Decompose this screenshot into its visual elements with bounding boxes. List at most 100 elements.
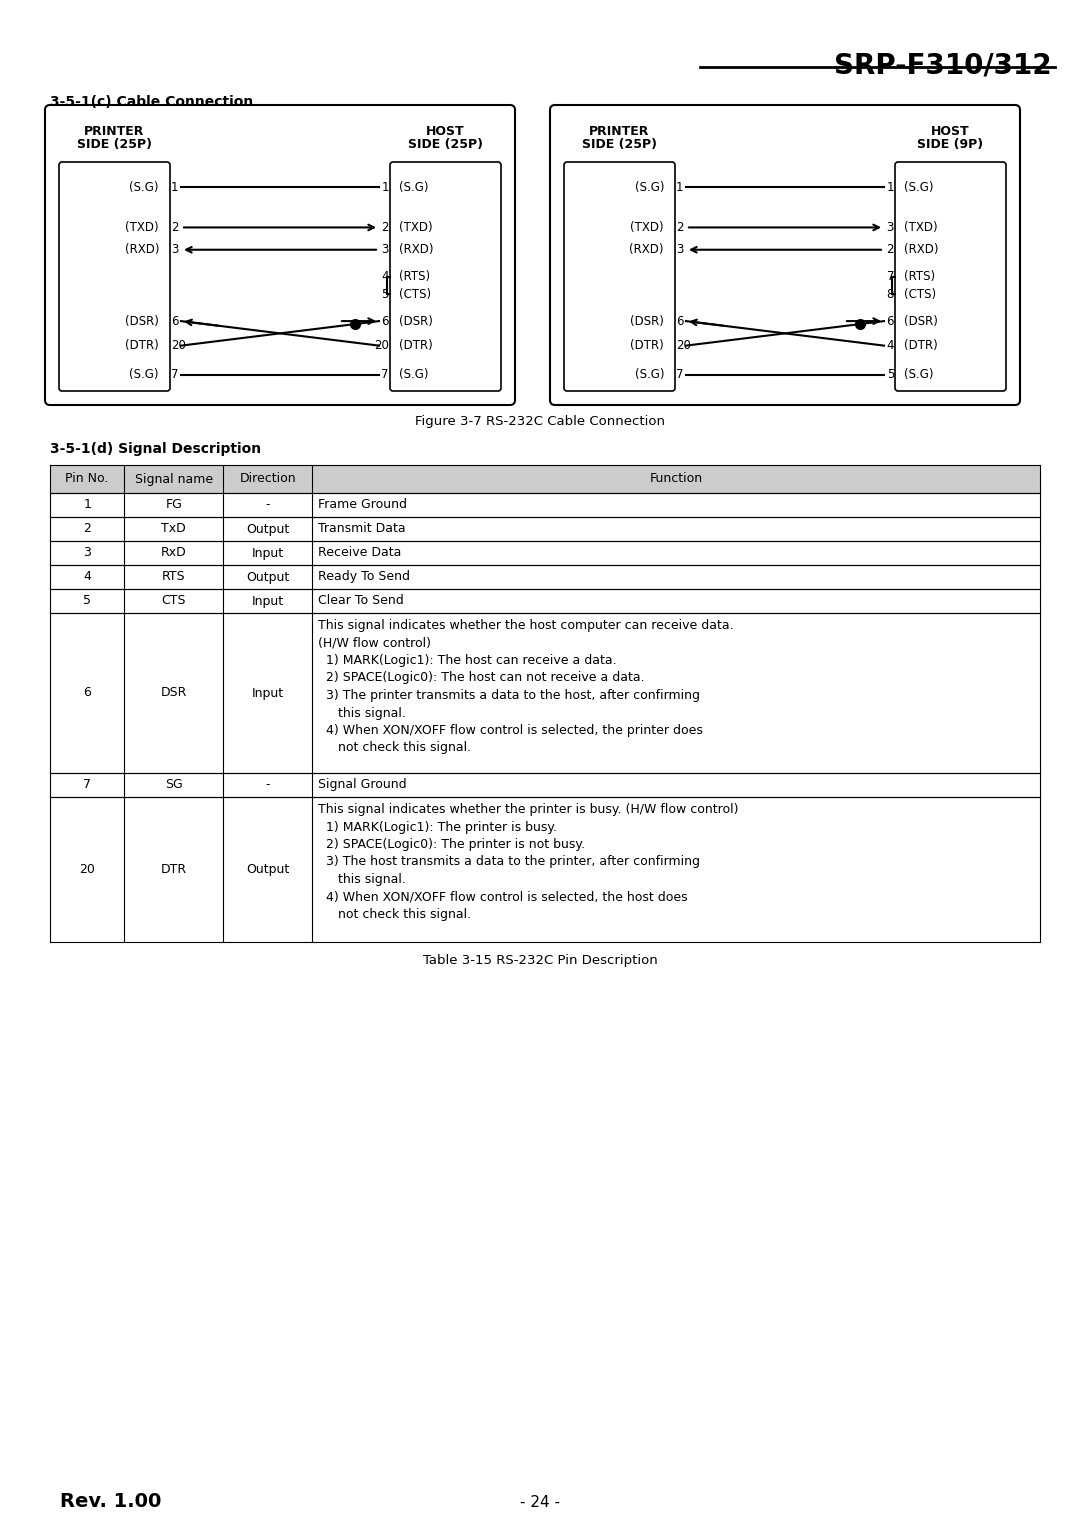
Text: Input: Input [252,594,284,608]
Text: 5: 5 [887,368,894,382]
Text: (S.G): (S.G) [399,180,429,194]
Text: 2: 2 [887,243,894,257]
Text: (H/W flow control): (H/W flow control) [319,637,431,649]
Text: 6: 6 [171,315,178,328]
Text: PRINTER: PRINTER [590,125,650,137]
Text: 1: 1 [381,180,389,194]
Text: (DTR): (DTR) [125,339,159,353]
Text: DTR: DTR [161,863,187,876]
Text: (RXD): (RXD) [124,243,159,257]
Text: 3-5-1(c) Cable Connection: 3-5-1(c) Cable Connection [50,95,253,108]
Text: RTS: RTS [162,571,186,583]
Text: This signal indicates whether the host computer can receive data.: This signal indicates whether the host c… [319,618,734,632]
Text: 6: 6 [83,687,91,699]
Text: (S.G): (S.G) [904,368,933,382]
Text: Direction: Direction [240,472,296,486]
Text: Frame Ground: Frame Ground [319,498,407,512]
Text: (TXD): (TXD) [399,221,433,234]
Text: (RTS): (RTS) [904,270,935,282]
Text: (RTS): (RTS) [399,270,430,282]
FancyBboxPatch shape [59,162,170,391]
Text: Clear To Send: Clear To Send [319,594,404,608]
Text: 20: 20 [676,339,691,353]
Text: (TXD): (TXD) [125,221,159,234]
Text: SG: SG [165,779,183,791]
Text: (DSR): (DSR) [904,315,937,328]
Text: 4: 4 [83,571,91,583]
Text: 2: 2 [381,221,389,234]
Text: DSR: DSR [161,687,187,699]
Text: 4: 4 [381,270,389,282]
Text: (DTR): (DTR) [631,339,664,353]
Text: (DSR): (DSR) [630,315,664,328]
Text: (CTS): (CTS) [904,289,936,301]
Text: HOST: HOST [931,125,970,137]
Text: 2: 2 [171,221,178,234]
Text: Input: Input [252,687,284,699]
Bar [50,466,1040,493]
Text: 6: 6 [887,315,894,328]
Text: (S.G): (S.G) [399,368,429,382]
Text: - 24 -: - 24 - [519,1495,561,1510]
Text: 7: 7 [171,368,178,382]
Text: (RXD): (RXD) [630,243,664,257]
Text: 3) The printer transmits a data to the host, after confirming: 3) The printer transmits a data to the h… [319,689,700,702]
Text: not check this signal.: not check this signal. [319,909,472,921]
Text: -: - [266,498,270,512]
Text: This signal indicates whether the printer is busy. (H/W flow control): This signal indicates whether the printe… [319,803,739,815]
Text: this signal.: this signal. [319,707,406,719]
Text: (DSR): (DSR) [125,315,159,328]
Text: Output: Output [246,522,289,536]
Text: 2: 2 [83,522,91,536]
Text: 3: 3 [381,243,389,257]
Text: SIDE (9P): SIDE (9P) [917,137,984,151]
Text: Input: Input [252,547,284,559]
Text: 4) When XON/XOFF flow control is selected, the host does: 4) When XON/XOFF flow control is selecte… [319,890,688,904]
Text: 7: 7 [381,368,389,382]
Text: 1) MARK(Logic1): The host can receive a data.: 1) MARK(Logic1): The host can receive a … [319,654,617,667]
Text: Output: Output [246,571,289,583]
Text: 8: 8 [887,289,894,301]
Text: 1: 1 [171,180,178,194]
FancyBboxPatch shape [390,162,501,391]
Text: 2) SPACE(Logic0): The host can not receive a data.: 2) SPACE(Logic0): The host can not recei… [319,672,645,684]
Text: (DSR): (DSR) [399,315,433,328]
Text: FG: FG [165,498,183,512]
Text: Pin No.: Pin No. [66,472,109,486]
Text: Signal Ground: Signal Ground [319,777,407,791]
Text: 1: 1 [676,180,684,194]
Text: (S.G): (S.G) [635,368,664,382]
Text: 1: 1 [887,180,894,194]
Text: (CTS): (CTS) [399,289,431,301]
Text: 2) SPACE(Logic0): The printer is not busy.: 2) SPACE(Logic0): The printer is not bus… [319,838,585,851]
Text: (S.G): (S.G) [904,180,933,194]
Text: (S.G): (S.G) [635,180,664,194]
Text: (RXD): (RXD) [399,243,433,257]
Text: not check this signal.: not check this signal. [319,742,472,754]
Text: (TXD): (TXD) [631,221,664,234]
Text: Receive Data: Receive Data [319,547,402,559]
FancyBboxPatch shape [564,162,675,391]
Text: 20: 20 [171,339,186,353]
Text: 7: 7 [887,270,894,282]
Text: RxD: RxD [161,547,187,559]
Text: HOST: HOST [427,125,464,137]
Text: 4) When XON/XOFF flow control is selected, the printer does: 4) When XON/XOFF flow control is selecte… [319,724,703,738]
Text: PRINTER: PRINTER [84,125,145,137]
Text: Figure 3-7 RS-232C Cable Connection: Figure 3-7 RS-232C Cable Connection [415,415,665,428]
Text: 3-5-1(d) Signal Description: 3-5-1(d) Signal Description [50,441,261,457]
Text: SRP-F310/312: SRP-F310/312 [835,52,1052,79]
Text: SIDE (25P): SIDE (25P) [582,137,657,151]
Text: 3: 3 [676,243,684,257]
Text: (S.G): (S.G) [130,368,159,382]
Text: SIDE (25P): SIDE (25P) [408,137,483,151]
Text: (DTR): (DTR) [399,339,433,353]
Text: 20: 20 [374,339,389,353]
Text: 3: 3 [171,243,178,257]
Text: Signal name: Signal name [135,472,213,486]
Text: (S.G): (S.G) [130,180,159,194]
Text: Output: Output [246,863,289,876]
Text: 6: 6 [676,315,684,328]
Text: 2: 2 [676,221,684,234]
Text: 5: 5 [83,594,91,608]
